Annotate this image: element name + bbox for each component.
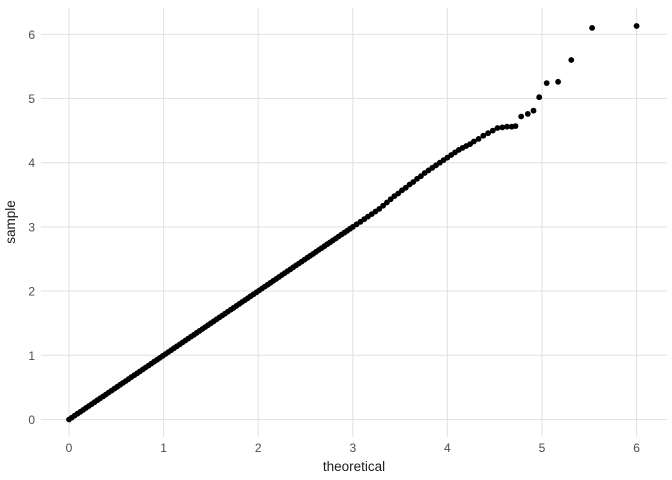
y-tick-label: 6 [28, 28, 35, 42]
y-tick-label: 1 [28, 349, 35, 363]
data-point [512, 123, 519, 129]
data-point [633, 23, 640, 29]
y-tick-label: 4 [28, 156, 35, 170]
data-point [395, 190, 402, 197]
x-tick-label: 6 [633, 441, 640, 455]
data-point [418, 173, 424, 180]
data-point [480, 132, 487, 139]
x-tick-label: 1 [160, 441, 167, 455]
data-point [499, 124, 506, 131]
y-tick-label: 5 [28, 92, 35, 106]
y-tick-label: 0 [28, 413, 35, 427]
data-point [494, 125, 501, 131]
gridlines-layer [41, 8, 667, 437]
data-point [543, 80, 550, 86]
y-tick-label: 3 [28, 220, 35, 234]
data-point [504, 123, 510, 130]
data-point [536, 94, 543, 101]
data-point [376, 206, 383, 212]
data-point [475, 136, 482, 142]
x-axis-title: theoretical [323, 459, 385, 474]
data-point [518, 113, 525, 120]
data-point [555, 78, 561, 85]
x-tick-label: 2 [255, 441, 262, 455]
y-axis-title: sample [3, 200, 18, 244]
data-point [471, 138, 477, 145]
data-point [530, 107, 537, 114]
data-point [485, 130, 491, 137]
x-tick-label: 3 [349, 441, 356, 455]
data-point [524, 111, 531, 117]
x-tick-label: 0 [66, 441, 73, 455]
data-point [380, 202, 386, 209]
data-point [489, 127, 496, 134]
y-tick-labels: 0 1 2 3 4 5 6 [28, 28, 35, 427]
data-point [568, 57, 575, 63]
data-points-layer [66, 23, 640, 423]
x-tick-label: 4 [444, 441, 451, 455]
data-point [589, 25, 595, 31]
y-tick-label: 2 [28, 285, 35, 299]
x-tick-labels: 0 1 2 3 4 5 6 [66, 441, 641, 455]
x-tick-label: 5 [539, 441, 546, 455]
data-point [387, 196, 394, 203]
data-point [402, 184, 409, 191]
data-point [410, 179, 417, 185]
